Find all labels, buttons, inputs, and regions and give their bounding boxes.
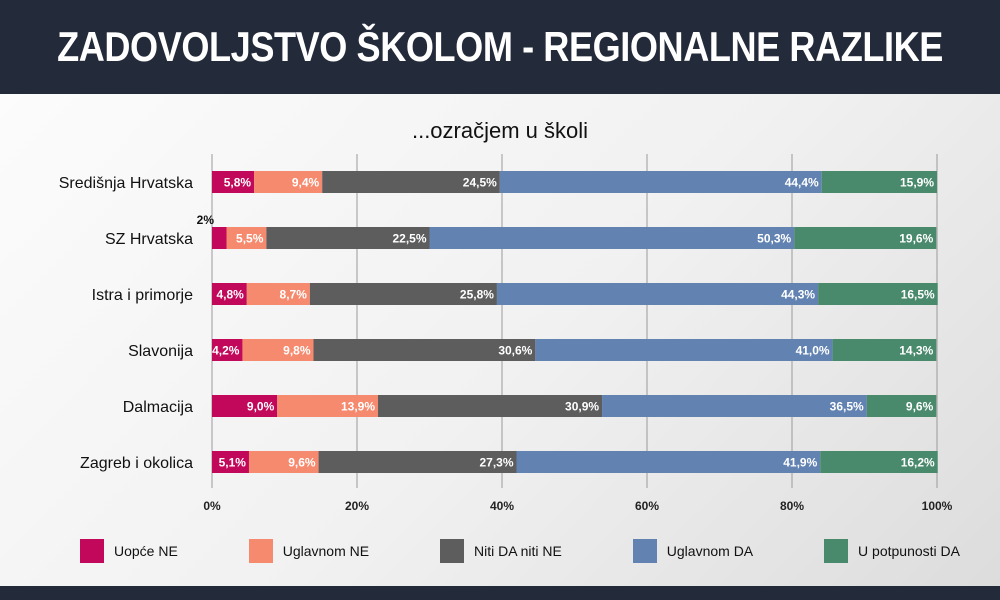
data-label: 9,0% <box>247 400 275 414</box>
bar-segment <box>516 451 821 473</box>
bar-segment <box>242 339 314 361</box>
bar-segment <box>248 451 319 473</box>
bar-segment <box>254 171 323 193</box>
data-label: 14,3% <box>899 344 933 358</box>
bar-segment <box>794 227 937 249</box>
legend-item: Niti DA niti NE <box>439 539 562 563</box>
data-label: 4,8% <box>216 288 244 302</box>
x-tick-label: 20% <box>345 499 369 513</box>
data-label: 50,3% <box>757 232 791 246</box>
data-label: 27,3% <box>479 456 513 470</box>
data-label: 5,1% <box>219 456 247 470</box>
legend-item: Uglavnom DA <box>632 539 754 563</box>
x-tick-label: 80% <box>780 499 804 513</box>
data-label: 5,5% <box>236 232 264 246</box>
x-tick-label: 60% <box>635 499 659 513</box>
page-title: ZADOVOLJSTVO ŠKOLOM - REGIONALNE RAZLIKE <box>57 23 943 70</box>
bar-segment <box>212 171 255 193</box>
legend-swatch <box>248 539 273 563</box>
bar-segment <box>429 227 795 249</box>
data-label: 16,2% <box>901 456 935 470</box>
legend-item: Uglavnom NE <box>248 539 370 563</box>
legend-label: Niti DA niti NE <box>473 543 562 559</box>
x-tick-label: 40% <box>490 499 514 513</box>
legend-swatch <box>824 539 849 563</box>
bar-segment <box>499 171 822 193</box>
data-label: 15,9% <box>900 176 934 190</box>
category-label: Središnja Hrvatska <box>59 175 193 192</box>
data-label: 16,5% <box>901 288 935 302</box>
bar-segment <box>535 339 833 361</box>
data-label: 9,6% <box>906 400 934 414</box>
category-label: Dalmacija <box>123 399 193 416</box>
bar-segment <box>246 283 310 305</box>
legend-label: U potpunosti DA <box>858 543 960 559</box>
legend-label: Uopće NE <box>114 543 178 559</box>
data-label: 44,3% <box>781 288 815 302</box>
bar-segment <box>212 451 249 473</box>
bar-segment <box>818 283 938 305</box>
bar-segment <box>309 283 497 305</box>
bar-segment <box>212 283 247 305</box>
bar-segment <box>226 227 267 249</box>
header-bar: ZADOVOLJSTVO ŠKOLOM - REGIONALNE RAZLIKE <box>0 0 1000 94</box>
category-label: Zagreb i okolica <box>80 455 193 472</box>
category-label: Istra i primorje <box>92 287 193 304</box>
data-label: 41,0% <box>796 344 830 358</box>
data-label: 30,9% <box>565 400 599 414</box>
legend-label: Uglavnom NE <box>282 543 370 559</box>
legend-item: Uopće NE <box>80 539 178 563</box>
bar-segment <box>820 451 938 473</box>
data-label: 9,4% <box>292 176 320 190</box>
bar-segment <box>496 283 819 305</box>
data-label: 30,6% <box>498 344 532 358</box>
bar-segment <box>602 395 867 417</box>
category-label: SZ Hrvatska <box>105 231 193 248</box>
bar-segment <box>378 395 603 417</box>
data-label: 13,9% <box>341 400 375 414</box>
legend-label: Uglavnom DA <box>666 543 754 559</box>
legend-swatch <box>439 539 464 563</box>
category-label: Slavonija <box>128 343 193 360</box>
bar-segment <box>866 395 937 417</box>
stacked-bar-chart: ...ozračjem u školi 0% 20% 40% 60% 80% 100% Sre… <box>59 118 953 513</box>
data-label: 36,5% <box>830 400 864 414</box>
chart-title: ...ozračjem u školi <box>412 118 588 143</box>
legend-swatch <box>632 539 657 563</box>
data-label: 5,8% <box>224 176 252 190</box>
x-tick-label: 0% <box>203 499 221 513</box>
data-label: 19,6% <box>899 232 933 246</box>
data-label: 4,2% <box>212 344 240 358</box>
bar-segment <box>266 227 430 249</box>
data-label: 9,8% <box>283 344 311 358</box>
data-label: 24,5% <box>463 176 497 190</box>
data-label: 41,9% <box>783 456 817 470</box>
bar-segment <box>318 451 517 473</box>
legend-swatch <box>80 539 104 563</box>
footer-bar <box>0 586 1000 600</box>
bar-segment <box>322 171 500 193</box>
bar-segment <box>821 171 937 193</box>
chart-legend: Uopće NE Uglavnom NE Niti DA niti NE Uglavn… <box>80 536 960 566</box>
bar-segment <box>313 339 536 361</box>
data-label: 8,7% <box>280 288 308 302</box>
bar-segment <box>832 339 937 361</box>
data-label: 22,5% <box>392 232 426 246</box>
data-label: 2% <box>197 213 215 227</box>
legend-item: U potpunosti DA <box>824 539 960 563</box>
data-label: 9,6% <box>288 456 316 470</box>
bar-segment <box>212 339 243 361</box>
data-label: 25,8% <box>460 288 494 302</box>
bar-segment <box>277 395 379 417</box>
data-label: 44,4% <box>785 176 819 190</box>
bar-segment <box>212 227 227 249</box>
bar-segment <box>212 395 278 417</box>
x-tick-label: 100% <box>922 499 953 513</box>
